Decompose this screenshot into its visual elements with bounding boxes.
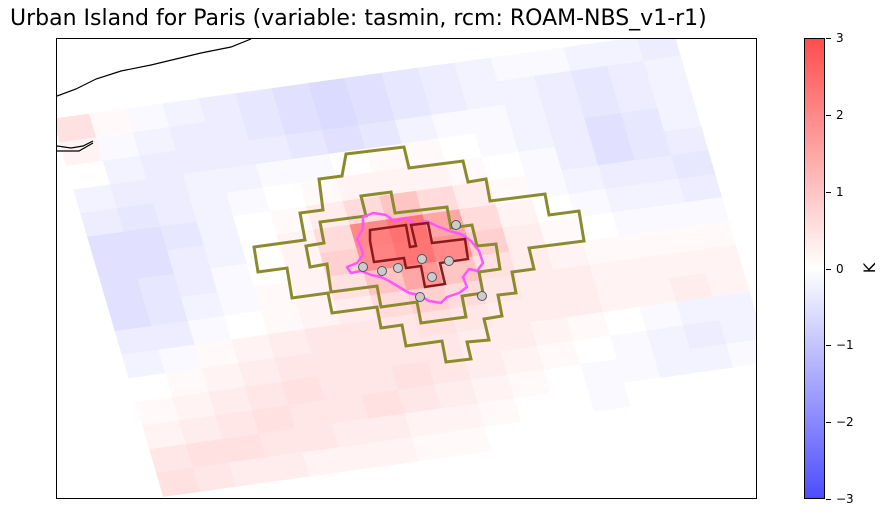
grid-cell: [667, 396, 712, 426]
grid-cell: [192, 462, 237, 492]
map-panel: [56, 38, 757, 499]
colorbar-tick-label: 0: [836, 261, 844, 276]
station-marker: [451, 220, 461, 230]
map-title: Urban Island for Paris (variable: tasmin…: [10, 6, 707, 31]
coastline: [57, 39, 252, 97]
grid-cell: [484, 421, 529, 452]
city-boundary: [345, 211, 485, 305]
grid-cell: [726, 339, 756, 369]
weather-stations: [358, 220, 487, 302]
rural-ring-outline: [252, 145, 586, 364]
colorbar-tick-label: −3: [836, 492, 854, 506]
grid-cells: [57, 39, 756, 497]
grid-cell: [265, 452, 310, 482]
map-canvas: [57, 39, 756, 497]
station-marker: [444, 256, 454, 266]
grid-cell: [703, 391, 748, 421]
grid-cell: [733, 364, 756, 392]
grid-cell: [156, 467, 201, 497]
colorbar-tick: [826, 38, 831, 39]
colorbar-tick-label: −1: [836, 338, 854, 353]
grid-cell: [719, 315, 756, 345]
colorbar: [804, 38, 825, 499]
grid-cell: [302, 447, 347, 477]
station-marker: [393, 263, 403, 273]
colorbar-tick: [826, 422, 831, 424]
station-marker: [477, 291, 487, 301]
colorbar-tick-label: 2: [836, 107, 844, 122]
colorbar-tick: [826, 268, 831, 270]
grid-cell: [229, 457, 274, 487]
colorbar-tick: [826, 499, 831, 500]
station-marker: [427, 272, 437, 282]
grid-cell: [712, 291, 756, 321]
station-marker: [415, 292, 425, 302]
colorbar-tick-label: 3: [836, 31, 844, 45]
grid-cell: [338, 442, 383, 472]
grid-cell: [630, 401, 675, 431]
station-marker: [377, 266, 387, 276]
colorbar-tick: [826, 345, 831, 347]
coastline-estuary: [57, 140, 94, 152]
grid-cell: [740, 388, 756, 416]
grid-cell: [448, 426, 493, 457]
colorbar-tick-label: 1: [836, 184, 844, 199]
colorbar-unit-label: K: [859, 262, 879, 274]
colorbar-tick: [826, 191, 831, 193]
colorbar-tick: [826, 114, 831, 116]
grid-cell: [411, 431, 456, 462]
station-marker: [358, 262, 368, 272]
grid-cell: [594, 406, 639, 436]
grid-cell: [375, 436, 420, 467]
station-marker: [417, 254, 427, 264]
grid-cell: [557, 411, 602, 441]
colorbar-tick-label: −2: [836, 415, 854, 430]
grid-cell: [521, 416, 566, 446]
